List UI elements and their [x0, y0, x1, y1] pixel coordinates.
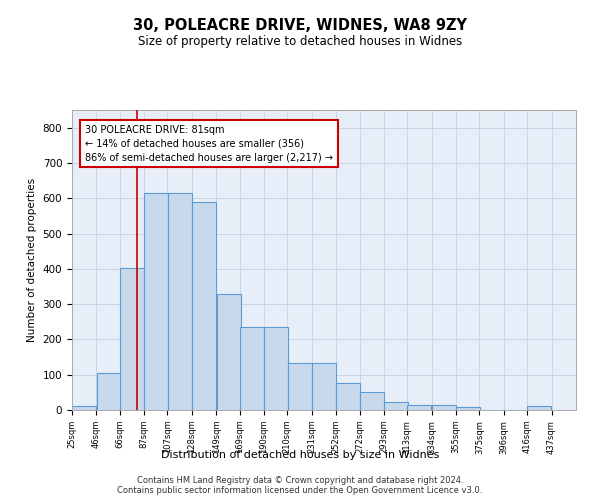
Bar [407, 404, 431, 410]
Text: Size of property relative to detached houses in Widnes: Size of property relative to detached ho… [138, 35, 462, 48]
Bar [72, 406, 96, 410]
Text: 30, POLEACRE DRIVE, WIDNES, WA8 9ZY: 30, POLEACRE DRIVE, WIDNES, WA8 9ZY [133, 18, 467, 32]
Bar [97, 372, 121, 410]
Bar [287, 362, 311, 410]
Bar [384, 402, 408, 410]
Y-axis label: Number of detached properties: Number of detached properties [27, 178, 37, 342]
Text: 30 POLEACRE DRIVE: 81sqm
← 14% of detached houses are smaller (356)
86% of semi-: 30 POLEACRE DRIVE: 81sqm ← 14% of detach… [85, 124, 333, 162]
Text: Distribution of detached houses by size in Widnes: Distribution of detached houses by size … [161, 450, 439, 460]
Bar [264, 327, 289, 410]
Text: Contains HM Land Registry data © Crown copyright and database right 2024.: Contains HM Land Registry data © Crown c… [137, 476, 463, 485]
Bar [312, 362, 336, 410]
Bar [120, 268, 144, 410]
Bar [359, 392, 384, 410]
Bar [527, 406, 551, 410]
Bar [192, 202, 216, 410]
Bar [456, 407, 481, 410]
Text: Contains public sector information licensed under the Open Government Licence v3: Contains public sector information licen… [118, 486, 482, 495]
Bar [240, 327, 264, 410]
Bar [432, 404, 456, 410]
Bar [145, 194, 169, 410]
Bar [167, 194, 192, 410]
Bar [217, 294, 241, 410]
Bar [337, 383, 361, 410]
